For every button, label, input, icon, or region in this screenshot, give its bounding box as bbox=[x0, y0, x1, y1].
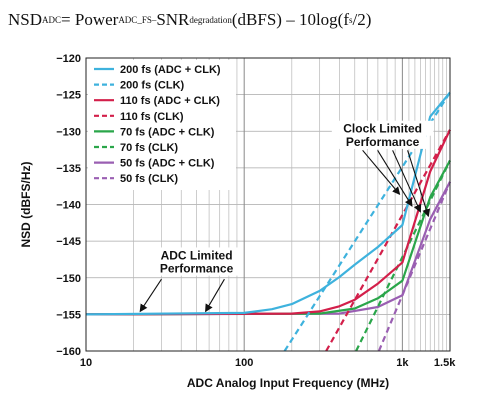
eq-power-sub: ADC_FS– bbox=[118, 15, 157, 25]
nsd-chart: −160 −155 −150 −145 −140 −135 −130 −125 −120 10 10… bbox=[19, 53, 456, 390]
x-axis-label: ADC Analog Input Frequency (MHz) bbox=[187, 376, 389, 390]
annotation-bg bbox=[339, 133, 427, 149]
annotation-bg bbox=[331, 120, 434, 136]
series-line-7 bbox=[377, 181, 452, 352]
y-tick-label: −145 bbox=[56, 236, 81, 248]
annotation-bg bbox=[152, 247, 241, 263]
eq-nsd-sub: ADC bbox=[42, 15, 62, 25]
annotation-arrow bbox=[205, 278, 225, 313]
eq-nsd: NSD bbox=[8, 10, 43, 29]
series-lines bbox=[85, 91, 452, 352]
annotation-arrow bbox=[139, 278, 162, 313]
annotation-text: ADC Limited bbox=[161, 248, 233, 262]
x-tick-label: 1k bbox=[396, 357, 409, 369]
y-tick-label: −130 bbox=[56, 126, 81, 138]
legend-label: 200 fs (ADC + CLK) bbox=[120, 64, 221, 76]
eq-fs-sub: s bbox=[349, 15, 353, 25]
y-tick-label: −125 bbox=[56, 90, 81, 102]
x-tick-label: 100 bbox=[235, 357, 253, 369]
y-tick-label: −150 bbox=[56, 273, 81, 285]
y-tick-label: −160 bbox=[56, 346, 81, 358]
annotation-arrow bbox=[362, 149, 401, 196]
eq-power: = Power bbox=[61, 10, 119, 29]
legend-label: 200 fs (CLK) bbox=[120, 80, 185, 92]
series-line-3 bbox=[325, 129, 451, 352]
legend-box bbox=[88, 60, 236, 190]
legend-label: 110 fs (ADC + CLK) bbox=[120, 95, 220, 107]
series-line-2 bbox=[85, 129, 451, 316]
legend: 200 fs (ADC + CLK) 200 fs (CLK) 110 fs (AD… bbox=[88, 60, 236, 190]
legend-label: 50 fs (CLK) bbox=[120, 173, 178, 185]
tick-labels: −160 −155 −150 −145 −140 −135 −130 −125 −120 10 10… bbox=[56, 53, 456, 369]
x-tick-label: 1.5k bbox=[434, 357, 456, 369]
legend-label: 110 fs (CLK) bbox=[120, 111, 184, 123]
y-tick-label: −155 bbox=[56, 309, 81, 321]
eq-tail: (dBFS) – 10log(f bbox=[231, 10, 350, 29]
series-line-0 bbox=[85, 91, 451, 316]
annotation-arrow bbox=[392, 150, 422, 213]
series-line-4 bbox=[85, 159, 451, 316]
y-axis-label: NSD (dBFS/Hz) bbox=[19, 162, 33, 248]
annotation-bg bbox=[152, 260, 241, 276]
eq-snr: SNR bbox=[156, 10, 190, 29]
eq-snr-sub: degradation bbox=[189, 15, 232, 25]
y-tick-label: −140 bbox=[56, 200, 81, 212]
x-tick-label: 10 bbox=[80, 357, 92, 369]
plot-frame bbox=[85, 57, 451, 352]
annotation-text: Clock Limited bbox=[343, 122, 422, 136]
annotation-arrow bbox=[377, 150, 413, 207]
annotation-arrow bbox=[407, 150, 431, 218]
series-line-5 bbox=[355, 160, 451, 352]
legend-label: 70 fs (CLK) bbox=[120, 142, 178, 154]
y-tick-label: −135 bbox=[56, 163, 81, 175]
annotation-text: Performance bbox=[346, 135, 420, 149]
y-tick-label: −120 bbox=[56, 53, 81, 65]
eq-tail2: /2) bbox=[352, 10, 372, 29]
legend-label: 70 fs (ADC + CLK) bbox=[120, 126, 215, 138]
legend-label: 50 fs (ADC + CLK) bbox=[120, 158, 215, 170]
equation: NSD ADC = Power ADC_FS– SNR degradation (dBF… bbox=[0, 0, 480, 40]
annotation-text: Performance bbox=[160, 262, 234, 276]
